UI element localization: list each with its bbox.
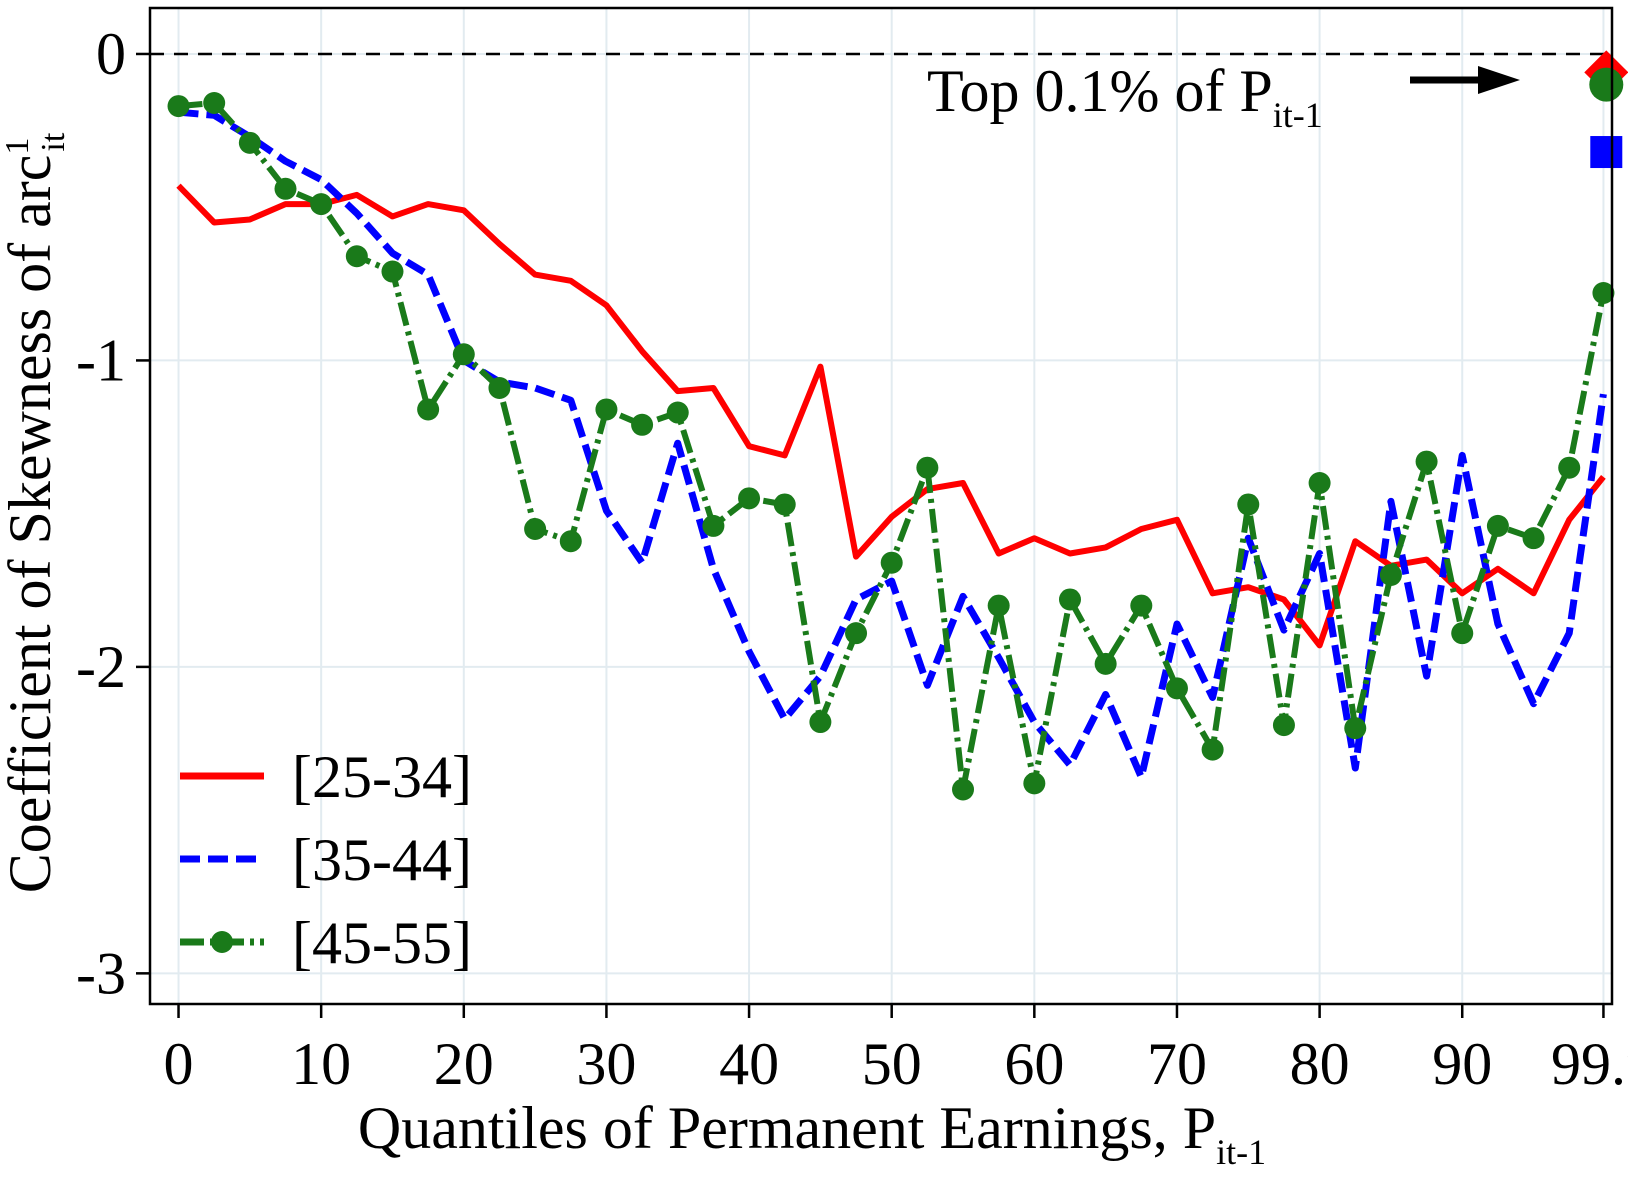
axis-ticks: 0 10 20 30 40 50 60 70 80 90 99.9 0 -1 -2 -3 bbox=[76, 21, 1628, 1097]
y-tick-label-1: -1 bbox=[76, 327, 126, 393]
series-2-point-22 bbox=[952, 778, 975, 801]
series-2-point-38 bbox=[1522, 527, 1545, 550]
x-tick-label-2: 20 bbox=[434, 1031, 494, 1097]
series-2-point-1 bbox=[203, 92, 226, 115]
x-tick-label-1: 10 bbox=[291, 1031, 351, 1097]
top-annotation: Top 0.1% of Pit-1 bbox=[927, 58, 1323, 135]
series-2-point-9 bbox=[488, 377, 511, 400]
annotation-arrow bbox=[1410, 66, 1520, 94]
series-2-point-40 bbox=[1592, 282, 1615, 305]
series-line-0 bbox=[176, 183, 1606, 649]
series-line-1 bbox=[178, 108, 1607, 781]
legend-item-25-34: [25-34] bbox=[180, 744, 472, 810]
annotation-main: Top 0.1% of P bbox=[927, 58, 1273, 124]
series-2-point-14 bbox=[666, 401, 689, 424]
x-tick-label-3: 30 bbox=[576, 1031, 636, 1097]
series-2-point-4 bbox=[310, 193, 333, 216]
series-2-point-19 bbox=[845, 622, 868, 645]
legend: [25-34] [35-44] [45-55] bbox=[180, 744, 472, 976]
series-2-point-36 bbox=[1451, 622, 1474, 645]
top-point-35-44 bbox=[1590, 136, 1623, 169]
series-2-point-5 bbox=[345, 245, 368, 268]
series-2-point-23 bbox=[987, 594, 1010, 617]
series-2-point-24 bbox=[1023, 772, 1046, 795]
legend-marker-45-55 bbox=[211, 931, 233, 953]
y-axis-label-sub: it bbox=[35, 132, 72, 151]
series-2-point-34 bbox=[1379, 563, 1402, 586]
x-tick-label-8: 80 bbox=[1290, 1031, 1350, 1097]
y-tick-label-3: -3 bbox=[76, 940, 126, 1006]
series-2-point-6 bbox=[381, 260, 404, 283]
legend-label-35-44: [35-44] bbox=[292, 827, 472, 893]
series-2-point-21 bbox=[916, 456, 939, 479]
series-2-point-33 bbox=[1344, 717, 1367, 740]
top-points-layer bbox=[1584, 50, 1628, 169]
series-2-point-2 bbox=[238, 131, 261, 154]
series-2-point-18 bbox=[809, 711, 832, 734]
x-axis-label-sub: it-1 bbox=[1216, 1132, 1266, 1172]
series-layer bbox=[167, 92, 1615, 801]
series-2-point-10 bbox=[524, 517, 547, 540]
series-2-point-15 bbox=[702, 514, 725, 537]
x-axis-label: Quantiles of Permanent Earnings, Pit-1 bbox=[358, 1095, 1266, 1172]
series-2-point-7 bbox=[417, 398, 440, 421]
series-2-point-3 bbox=[274, 177, 297, 200]
y-axis-label: Coefficient of Skewness of arc1it bbox=[0, 132, 72, 893]
series-2-point-31 bbox=[1272, 714, 1295, 737]
series-2-point-17 bbox=[773, 493, 796, 516]
series-2-point-12 bbox=[595, 398, 618, 421]
series-2-point-30 bbox=[1237, 493, 1260, 516]
x-tick-label-6: 60 bbox=[1004, 1031, 1064, 1097]
x-tick-label-7: 70 bbox=[1147, 1031, 1207, 1097]
series-2-point-8 bbox=[452, 343, 475, 366]
series-2-point-39 bbox=[1558, 456, 1581, 479]
series-2-point-32 bbox=[1308, 472, 1331, 495]
series-2-point-37 bbox=[1486, 514, 1509, 537]
series-2-point-35 bbox=[1415, 450, 1438, 473]
series-2-point-28 bbox=[1165, 677, 1188, 700]
series-2-point-27 bbox=[1130, 594, 1153, 617]
series-2-point-29 bbox=[1201, 738, 1224, 761]
series-2-point-13 bbox=[631, 413, 654, 436]
y-tick-label-0: 0 bbox=[96, 21, 126, 87]
x-axis-label-main: Quantiles of Permanent Earnings, P bbox=[358, 1095, 1216, 1161]
series-2-point-11 bbox=[559, 530, 582, 553]
x-tick-label-10: 99.9 bbox=[1551, 1031, 1628, 1097]
annotation-sub: it-1 bbox=[1273, 95, 1323, 135]
legend-item-35-44: [35-44] bbox=[180, 827, 472, 893]
x-tick-label-0: 0 bbox=[164, 1031, 194, 1097]
series-2-point-16 bbox=[738, 487, 761, 510]
plot-frame bbox=[148, 6, 1614, 1006]
series-2-point-0 bbox=[167, 95, 190, 118]
series-2-point-20 bbox=[880, 551, 903, 574]
x-tick-label-9: 90 bbox=[1432, 1031, 1492, 1097]
series-2-point-26 bbox=[1094, 652, 1117, 675]
legend-label-25-34: [25-34] bbox=[292, 744, 472, 810]
x-tick-label-4: 40 bbox=[719, 1031, 779, 1097]
x-tick-label-5: 50 bbox=[862, 1031, 922, 1097]
legend-item-45-55: [45-55] bbox=[180, 910, 472, 976]
series-2-point-25 bbox=[1058, 588, 1081, 611]
y-axis-label-sup: 1 bbox=[0, 138, 36, 155]
legend-label-45-55: [45-55] bbox=[292, 910, 472, 976]
top-point-45-55 bbox=[1589, 67, 1624, 102]
y-tick-label-2: -2 bbox=[76, 634, 126, 700]
y-axis-label-main: Coefficient of Skewness of arc bbox=[0, 155, 63, 894]
